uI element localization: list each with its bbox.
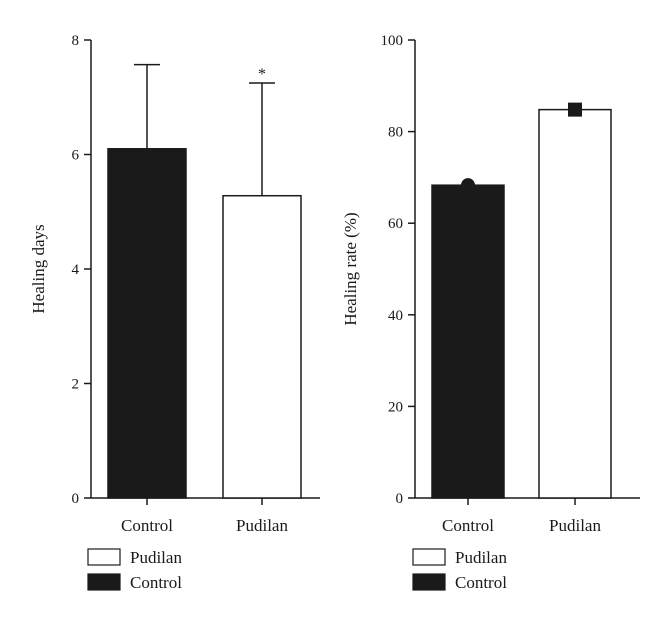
x-tick-labels: Control Pudilan: [442, 498, 601, 535]
marker-square: [568, 102, 582, 117]
y-tick-label: 40: [388, 308, 403, 324]
legend-label: Control: [130, 573, 182, 592]
legend-swatch-pudilan: [412, 548, 446, 566]
bars: *: [107, 63, 302, 499]
y-tick-label: 4: [72, 262, 80, 278]
y-tick-label: 100: [381, 33, 404, 49]
y-tick-label: 2: [72, 377, 80, 393]
y-tick-label: 20: [388, 399, 403, 415]
bar-pudilan: [538, 108, 612, 499]
marker-circle: [461, 178, 475, 193]
legend-label: Pudilan: [455, 548, 507, 567]
x-tick-label: Pudilan: [236, 516, 288, 535]
y-tick-label: 8: [72, 33, 80, 49]
legend-label: Pudilan: [130, 548, 182, 567]
y-axis-title: Healing days: [29, 224, 48, 313]
legend-swatch-pudilan: [87, 548, 121, 566]
y-tick-label: 80: [388, 125, 403, 141]
healing-rate-chart: 0 20 40 60 80 100 Control Pudilan Healing rate…: [341, 33, 640, 592]
x-tick-label: Pudilan: [549, 516, 601, 535]
significance-marker: *: [258, 66, 266, 83]
x-tick-labels: Control Pudilan: [121, 498, 288, 535]
legend: Pudilan Control: [87, 548, 182, 592]
x-tick-label: Control: [121, 516, 173, 535]
healing-days-chart: 0 2 4 6 8 * Control Pudilan Healing days Pudi…: [29, 33, 320, 592]
bars: [431, 102, 612, 499]
y-axis-title: Healing rate (%): [341, 212, 360, 325]
y-tick-label: 0: [396, 491, 404, 507]
legend-swatch-control: [412, 573, 446, 591]
y-tick-label: 60: [388, 216, 403, 232]
legend-swatch-control: [87, 573, 121, 591]
bar-control: [431, 184, 505, 499]
y-ticks: 0 20 40 60 80 100: [381, 33, 415, 507]
legend: Pudilan Control: [412, 548, 507, 592]
legend-label: Control: [455, 573, 507, 592]
bar-control: [107, 148, 187, 499]
y-tick-label: 0: [72, 491, 80, 507]
bar-pudilan: [222, 194, 302, 499]
x-tick-label: Control: [442, 516, 494, 535]
y-ticks: 0 2 4 6 8: [72, 33, 91, 507]
y-tick-label: 6: [72, 148, 80, 164]
